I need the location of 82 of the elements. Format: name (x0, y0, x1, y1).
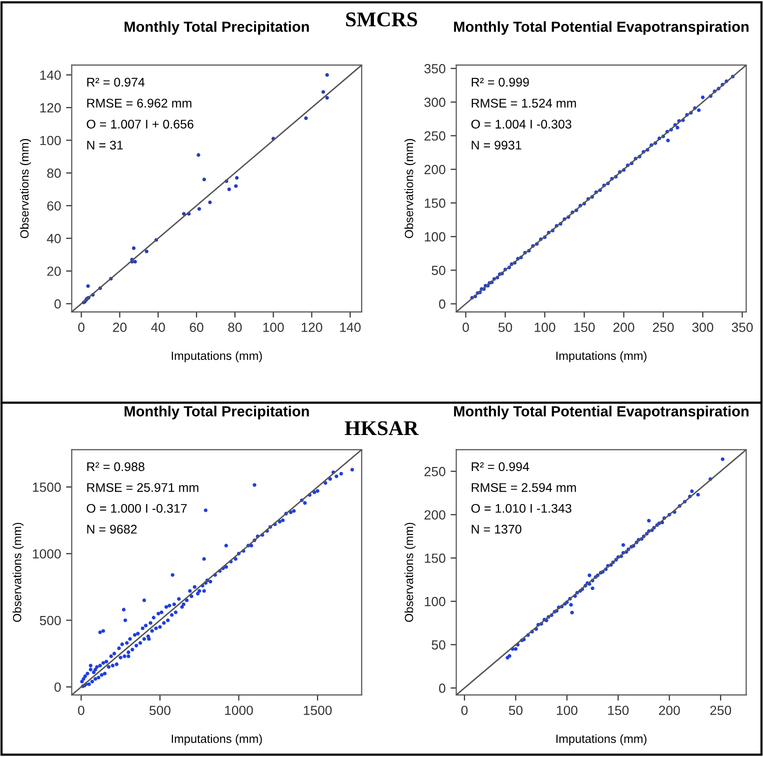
x-tick-label: 200 (613, 322, 634, 332)
annotation: N = 1370 (472, 524, 522, 534)
annotation: O = 1.004 I -0.303 (471, 120, 572, 129)
y-tick-label: 1500 (32, 482, 61, 492)
chart-title: Monthly Total Potential Evapotranspiration (454, 21, 748, 35)
y-tick-label: 150 (424, 554, 446, 563)
y-tick-label: 40 (46, 234, 61, 244)
y-tick-label: 100 (40, 136, 61, 146)
annotation: R² = 0.999 (472, 78, 529, 87)
x-tick-label: 1000 (225, 706, 253, 716)
x-tick-label: 150 (574, 322, 595, 332)
x-axis-title: Imputations (mm) (556, 734, 646, 746)
x-tick-label: 20 (113, 322, 127, 332)
annotation: R² = 0.988 (87, 462, 144, 472)
x-tick-label: 100 (263, 322, 284, 332)
y-axis-title: Observations (mm) (20, 139, 31, 238)
y-tick-label: 0 (439, 299, 446, 309)
y-tick-label: 1000 (32, 549, 61, 559)
x-tick-label: 140 (340, 322, 361, 332)
annotation: O = 1.000 I -0.317 (86, 504, 187, 513)
annotation: RMSE = 6.962 mm (87, 98, 192, 108)
annotation: RMSE = 1.524 mm (472, 98, 576, 108)
annotation: N = 31 (87, 140, 123, 150)
y-tick-label: 0 (54, 299, 61, 309)
x-tick-label: 150 (608, 706, 629, 716)
annotation: RMSE = 25.971 mm (87, 483, 198, 492)
x-tick-label: 300 (692, 322, 714, 332)
annotation: N = 9931 (472, 140, 522, 150)
x-tick-label: 80 (228, 322, 242, 332)
x-tick-label: 60 (190, 322, 204, 332)
y-tick-label: 250 (424, 131, 446, 141)
y-tick-label: 0 (54, 682, 61, 692)
x-tick-label: 250 (710, 706, 732, 716)
annotation: R² = 0.974 (87, 78, 145, 87)
annotation: O = 1.010 I -1.343 (471, 504, 572, 513)
x-tick-label: 350 (732, 322, 753, 332)
x-tick-label: 100 (534, 322, 556, 332)
chart-title: Monthly Total Potential Evapotranspiration (454, 406, 748, 420)
y-tick-label: 100 (424, 232, 446, 242)
y-tick-label: 120 (40, 103, 61, 113)
y-axis-title: Observations (mm) (404, 139, 416, 238)
y-tick-label: 80 (47, 168, 61, 178)
x-tick-label: 0 (462, 322, 469, 332)
y-tick-label: 60 (47, 201, 61, 211)
annotation: N = 9682 (87, 524, 137, 534)
x-tick-label: 250 (652, 322, 674, 332)
y-tick-label: 500 (40, 616, 61, 626)
x-tick-label: 120 (302, 322, 322, 332)
y-tick-label: 350 (424, 64, 446, 74)
y-axis-title: Observations (mm) (12, 522, 24, 622)
y-tick-label: 50 (432, 640, 446, 650)
y-tick-label: 140 (40, 70, 61, 80)
x-tick-label: 0 (461, 706, 468, 716)
y-tick-label: 250 (424, 466, 446, 476)
y-axis-title: Observations (mm) (404, 522, 416, 622)
text: SMCRS (346, 12, 418, 26)
y-tick-label: 50 (432, 266, 446, 276)
y-tick-label: 0 (439, 684, 446, 693)
y-tick-label: 200 (424, 510, 446, 520)
y-tick-label: 150 (424, 198, 446, 208)
annotation: R² = 0.994 (472, 462, 530, 472)
annotation: O = 1.007 I + 0.656 (86, 120, 194, 129)
chart-title: Monthly Total Precipitation (124, 406, 309, 420)
x-tick-label: 500 (149, 706, 170, 716)
x-tick-label: 100 (556, 706, 578, 716)
annotation: RMSE = 2.594 mm (472, 483, 576, 492)
x-tick-label: 200 (659, 706, 680, 716)
x-tick-label: 1500 (304, 706, 332, 716)
chart-title: Monthly Total Precipitation (124, 21, 309, 35)
x-axis-title: Imputations (mm) (172, 351, 262, 362)
x-axis-title: Imputations (mm) (556, 351, 646, 362)
x-tick-label: 0 (78, 706, 84, 716)
y-tick-label: 300 (424, 98, 446, 107)
y-tick-label: 100 (424, 596, 446, 606)
x-tick-label: 50 (498, 322, 512, 332)
x-axis-title: Imputations (mm) (172, 734, 262, 746)
y-tick-label: 200 (424, 164, 446, 174)
y-tick-label: 20 (47, 266, 61, 276)
x-tick-label: 0 (78, 322, 84, 332)
x-tick-label: 40 (151, 322, 165, 332)
text: HKSAR (344, 421, 419, 436)
x-tick-label: 50 (508, 706, 523, 716)
